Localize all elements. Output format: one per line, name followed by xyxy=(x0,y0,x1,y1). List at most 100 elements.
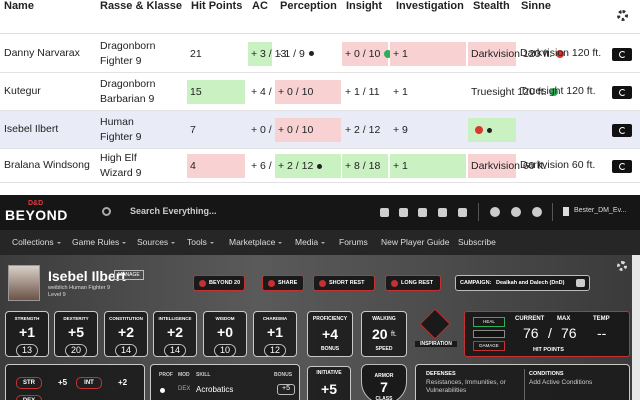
manage-button[interactable]: MANAGE xyxy=(114,270,144,280)
ability-box: INTELLIGENCE +2 14 xyxy=(153,311,197,357)
stat-cell: + 9 xyxy=(393,124,408,136)
stat-cell: + 2 / 12 xyxy=(345,124,381,136)
char-level: Level 9 xyxy=(48,292,66,298)
campaign-button[interactable]: CAMPAIGN: Dealkah and Dalech (DnD) xyxy=(455,275,590,291)
stat-cell: - 1 / 9 xyxy=(275,42,341,66)
roll-icon xyxy=(550,88,559,97)
action-button[interactable]: LONG REST xyxy=(385,275,441,291)
user-name[interactable]: Bester_DM_Ev... xyxy=(574,207,627,214)
character-name: Isebel Ilbert xyxy=(4,123,59,135)
column-header: Sinne xyxy=(521,0,551,12)
campaign-label: CAMPAIGN: xyxy=(460,280,492,286)
column-header: Stealth xyxy=(473,0,510,12)
ability-name: DEXTERITY xyxy=(63,316,89,321)
column-header: Investigation xyxy=(396,0,464,12)
button-label: SHARE xyxy=(278,280,298,286)
toolbar-icon[interactable] xyxy=(490,207,500,217)
column-header: Hit Points xyxy=(191,0,243,12)
roll-icon xyxy=(475,126,483,135)
column-header: AC xyxy=(252,0,268,12)
action-button[interactable]: BEYOND 20 xyxy=(193,275,245,291)
column-header: Perception xyxy=(280,0,337,12)
character-name: Bralana Windsong xyxy=(4,159,90,171)
stat-cell: + 1 / 11 xyxy=(345,86,380,98)
stat-cell: + 0 / 10 xyxy=(275,118,341,142)
skill-bonus: +5 xyxy=(277,384,295,395)
stat-cell: 7 xyxy=(190,124,196,136)
table-row xyxy=(0,34,640,73)
campaign-icon xyxy=(576,279,585,287)
stat-cell: + 1 xyxy=(390,41,466,66)
hp-input[interactable] xyxy=(473,330,505,338)
topbar-divider xyxy=(552,203,553,221)
stat-cell: + 1 xyxy=(393,86,408,98)
hp-label-main: HIT POINTS xyxy=(533,347,564,353)
action-button[interactable]: SHORT REST xyxy=(313,275,375,291)
search-box[interactable]: Search Everything... xyxy=(130,206,217,216)
skill-name: Acrobatics xyxy=(196,385,234,394)
nav-item[interactable]: Collections xyxy=(12,237,61,247)
ability-name: CHARISMA xyxy=(262,316,288,321)
table-row xyxy=(0,149,640,183)
character-name: Danny Narvarax xyxy=(4,46,80,59)
toolbar-icon[interactable] xyxy=(532,207,542,217)
armor-sub: CLASS xyxy=(375,396,393,400)
stat-cell: + 8 / 18 xyxy=(342,154,388,178)
ability-mod: +2 xyxy=(167,324,183,340)
conditions-text[interactable]: Add Active Conditions xyxy=(529,379,593,386)
dc-divider xyxy=(524,369,525,400)
button-icon xyxy=(268,280,275,287)
social-icon[interactable] xyxy=(380,208,389,217)
refresh-button[interactable] xyxy=(612,47,632,61)
prof-sub: BONUS xyxy=(320,346,340,352)
ability-mod: +5 xyxy=(68,324,84,340)
ability-score: 13 xyxy=(16,344,38,357)
saves-box: STR +5 INT +2 DEX xyxy=(5,364,145,400)
button-icon xyxy=(319,280,326,287)
nav-item[interactable]: Tools xyxy=(187,237,214,247)
nav-item[interactable]: Game Rules xyxy=(72,237,126,247)
refresh-button[interactable] xyxy=(612,160,632,173)
settings-icon[interactable] xyxy=(617,261,627,271)
stat-cell: + 4 / 14 xyxy=(251,86,287,98)
ability-score: 14 xyxy=(164,344,186,357)
nav-item[interactable]: Subscribe xyxy=(458,237,496,247)
settings-button[interactable] xyxy=(617,10,628,21)
roll-icon xyxy=(384,49,393,58)
char-name: Isebel Ilbert xyxy=(48,268,126,284)
social-icon[interactable] xyxy=(418,208,427,217)
ability-score: 20 xyxy=(65,344,87,357)
refresh-button[interactable] xyxy=(612,86,632,99)
nav-item[interactable]: Sources xyxy=(137,237,175,247)
damage-button[interactable]: DAMAGE xyxy=(473,341,505,351)
nav-item[interactable]: Media xyxy=(295,237,325,247)
social-icon[interactable] xyxy=(438,208,447,217)
skill-prof xyxy=(160,388,165,393)
prof-label: PROFICIENCY xyxy=(312,316,348,322)
stat-cell: Truesight 120 ft. xyxy=(468,80,559,104)
social-icon[interactable] xyxy=(458,208,467,217)
logo-mark: D&D xyxy=(28,200,44,207)
stat-cell: + 0 / 10 xyxy=(275,80,341,104)
nav-item[interactable]: Forums xyxy=(339,237,368,247)
heal-button[interactable]: HEAL xyxy=(473,317,505,327)
stat-cell: + 1 xyxy=(390,154,466,178)
action-button[interactable]: SHARE xyxy=(262,275,304,291)
nav-item[interactable]: New Player Guide xyxy=(381,237,450,247)
refresh-button[interactable] xyxy=(612,124,632,137)
stat-cell: + 3 / 13 xyxy=(248,41,286,66)
nav-item[interactable]: Marketplace xyxy=(229,237,282,247)
toolbar-icon[interactable] xyxy=(511,207,521,217)
senses: Truesight 120 ft. xyxy=(520,85,596,97)
character-name: Kutegur xyxy=(4,85,41,97)
column-header: Name xyxy=(4,0,34,12)
prof-value: +4 xyxy=(322,326,338,342)
ability-mod: +1 xyxy=(19,324,35,340)
search-icon[interactable] xyxy=(102,207,111,216)
initiative-value: +5 xyxy=(321,381,337,397)
column-header: Rasse & Klasse xyxy=(100,0,182,12)
stat-cell: + 6 / 16 xyxy=(251,160,287,172)
social-icon[interactable] xyxy=(399,208,408,217)
inspiration-label: INSPIRATION xyxy=(415,341,457,347)
topbar-divider xyxy=(478,203,479,221)
